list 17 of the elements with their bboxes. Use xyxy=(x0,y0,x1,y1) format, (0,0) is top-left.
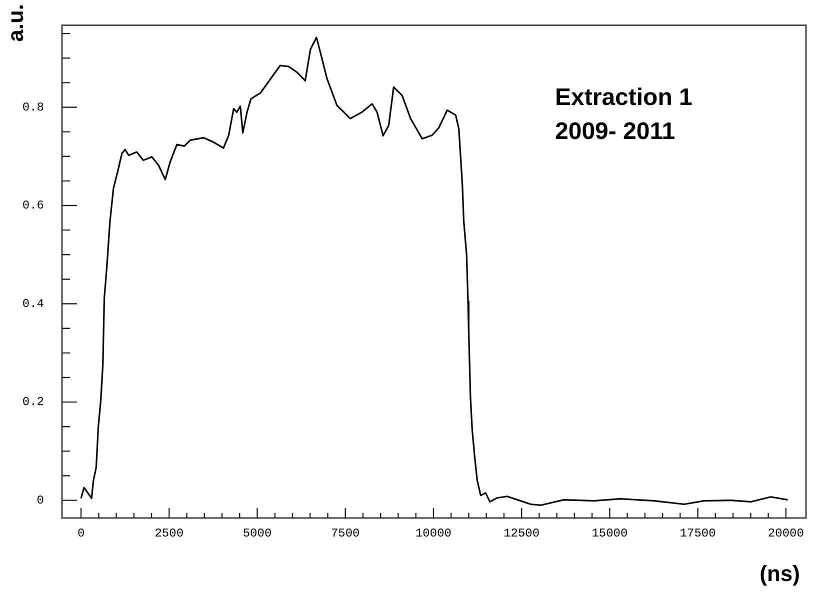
x-tick-label: 0 xyxy=(77,526,85,540)
y-axis-title: a.u. xyxy=(3,4,28,42)
x-tick-label: 2500 xyxy=(154,526,184,540)
x-tick-label: 15000 xyxy=(592,526,628,540)
y-tick-label: 0.2 xyxy=(22,395,44,410)
x-tick-label: 17500 xyxy=(680,526,716,540)
x-tick-label: 10000 xyxy=(415,526,452,540)
y-tick-label: 0.8 xyxy=(22,100,44,114)
y-tick-label: 0.4 xyxy=(22,296,44,311)
annotation: Extraction 1 2009- 2011 xyxy=(555,84,692,145)
y-tick-label: 0.6 xyxy=(22,198,44,213)
x-tick-label: 5000 xyxy=(242,526,272,540)
x-tick-label: 12500 xyxy=(504,526,540,540)
x-tick-label: 7500 xyxy=(330,526,360,540)
y-tick-label: 0 xyxy=(36,493,44,508)
x-tick-label: 20000 xyxy=(768,526,804,540)
x-axis-title: (ns) xyxy=(760,561,800,586)
